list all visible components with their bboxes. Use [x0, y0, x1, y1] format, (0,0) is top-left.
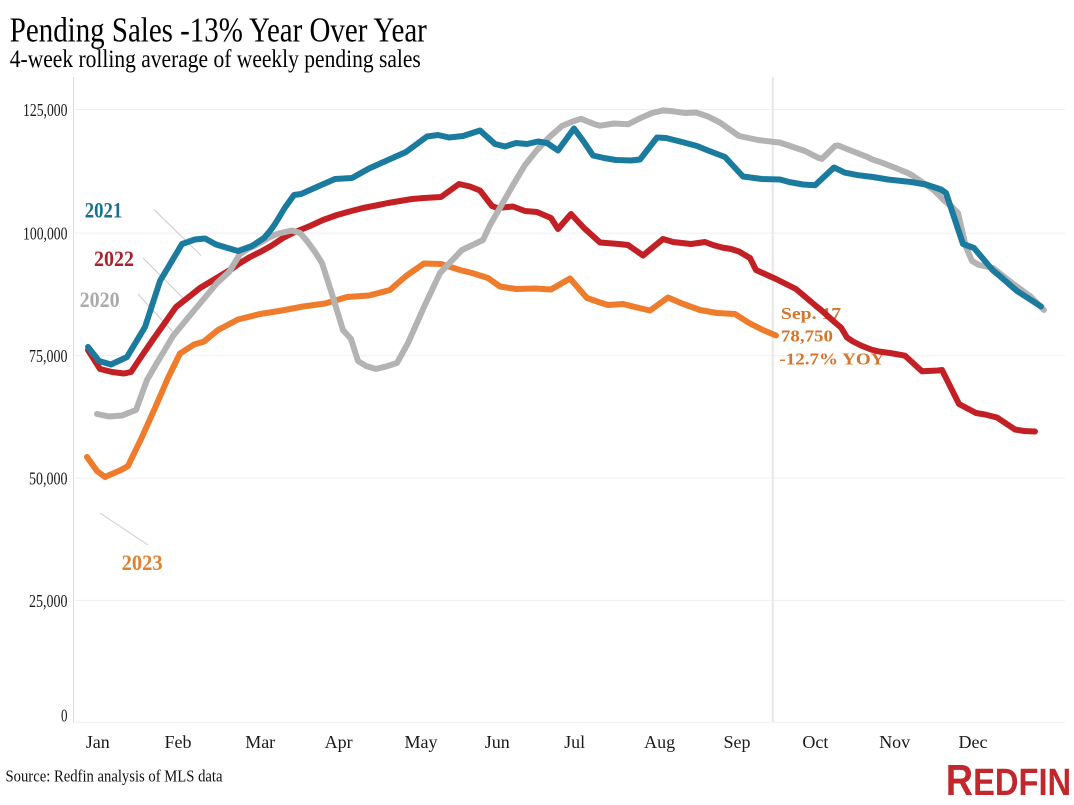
- svg-text:2023: 2023: [122, 550, 163, 575]
- svg-text:Feb: Feb: [165, 732, 192, 752]
- svg-text:Sep: Sep: [724, 732, 751, 752]
- svg-text:Source: Redfin analysis of MLS: Source: Redfin analysis of MLS data: [6, 767, 224, 786]
- svg-text:50,000: 50,000: [29, 469, 68, 489]
- svg-text:2022: 2022: [94, 246, 134, 271]
- svg-text:125,000: 125,000: [23, 100, 68, 120]
- svg-text:25,000: 25,000: [29, 591, 68, 611]
- svg-text:Jun: Jun: [485, 732, 510, 752]
- svg-text:4-week rolling average of week: 4-week rolling average of weekly pending…: [10, 46, 421, 73]
- svg-text:REDFIN: REDFIN: [946, 755, 1071, 804]
- svg-text:Mar: Mar: [245, 732, 275, 752]
- svg-text:Pending Sales -13% Year Over Y: Pending Sales -13% Year Over Year: [10, 11, 427, 50]
- svg-text:Dec: Dec: [959, 732, 988, 752]
- svg-text:Aug: Aug: [644, 732, 675, 752]
- svg-text:May: May: [405, 732, 438, 752]
- svg-text:75,000: 75,000: [29, 346, 68, 366]
- svg-text:0: 0: [61, 706, 68, 726]
- svg-text:Jul: Jul: [564, 732, 585, 752]
- svg-text:2021: 2021: [85, 198, 123, 223]
- svg-text:-12.7% YOY: -12.7% YOY: [779, 350, 884, 369]
- svg-text:Nov: Nov: [879, 732, 910, 752]
- svg-text:2020: 2020: [80, 287, 120, 312]
- svg-text:78,750: 78,750: [781, 327, 833, 346]
- svg-text:Apr: Apr: [325, 732, 353, 752]
- svg-text:100,000: 100,000: [23, 224, 68, 244]
- svg-text:Jan: Jan: [86, 732, 110, 752]
- svg-text:Oct: Oct: [802, 732, 828, 752]
